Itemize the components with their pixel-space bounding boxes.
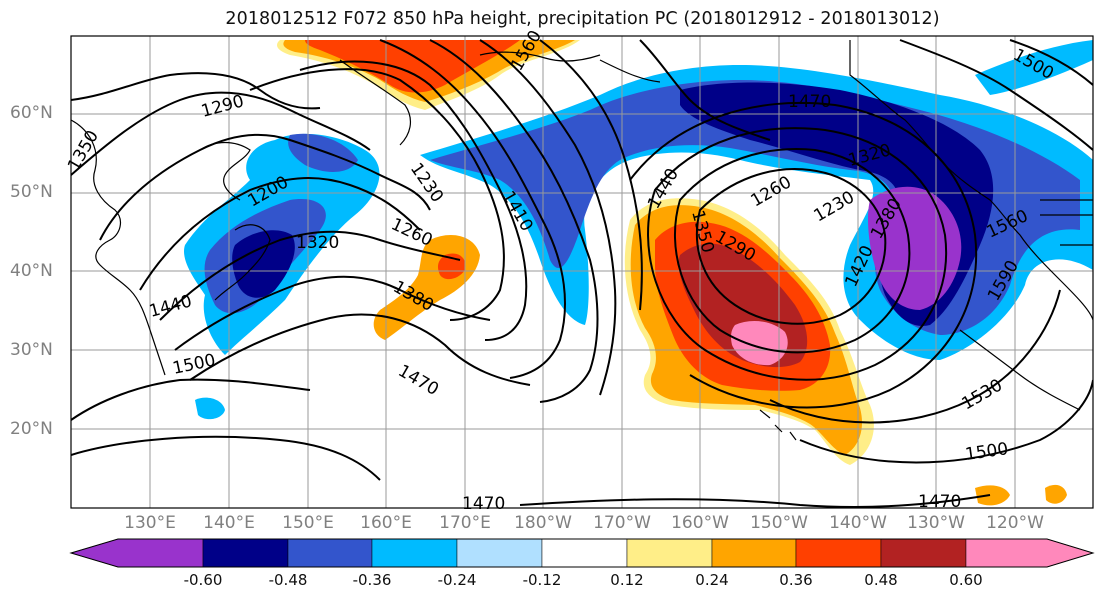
lon-label-120w: 120°W	[986, 513, 1044, 533]
colorbar-segment-5	[456, 538, 543, 568]
lon-label-150w: 150°W	[750, 513, 808, 533]
colorbar-tick-label: 0.48	[864, 571, 898, 589]
colorbar-segment-2	[202, 538, 289, 568]
colorbar-segment-3	[287, 538, 373, 568]
colorbar-segment-1	[70, 538, 204, 568]
colorbar-tick-label: -0.36	[352, 571, 392, 589]
lat-label-30n: 30°N	[10, 340, 53, 360]
lon-label-130w: 130°W	[907, 513, 965, 533]
lat-label-40n: 40°N	[10, 261, 53, 281]
lon-label-130e: 130°E	[124, 513, 176, 533]
colorbar-tick-label: 0.60	[949, 571, 983, 589]
lon-label-170w: 170°W	[593, 513, 651, 533]
lat-label-50n: 50°N	[10, 182, 53, 202]
colorbar-segment-6	[541, 538, 628, 568]
colorbar-segment-8	[711, 538, 797, 568]
colorbar-tick-label: 0.24	[695, 571, 729, 589]
lon-label-160w: 160°W	[671, 513, 729, 533]
colorbar-tick-label: -0.24	[437, 571, 477, 589]
lon-label-170e: 170°E	[439, 513, 491, 533]
colorbar-tick-label: 0.12	[610, 571, 644, 589]
lon-label-180w: 180°W	[514, 513, 572, 533]
colorbar-segment-7	[626, 538, 713, 568]
height-contours	[71, 39, 1093, 508]
colorbar-tick-label: -0.12	[522, 571, 562, 589]
lon-label-140w: 140°W	[829, 513, 887, 533]
colorbar-segment-4	[371, 538, 458, 568]
lat-label-60n: 60°N	[10, 103, 53, 123]
lon-label-150e: 150°E	[282, 513, 334, 533]
colorbar-segment-9	[795, 538, 882, 568]
lat-label-20n: 20°N	[10, 419, 53, 439]
colorbar-tick-label: -0.60	[183, 571, 223, 589]
colorbar	[69, 538, 1095, 568]
page-title: 2018012512 F072 850 hPa height, precipit…	[225, 9, 940, 29]
lon-label-140e: 140°E	[203, 513, 255, 533]
colorbar-tick-label: -0.48	[268, 571, 308, 589]
lon-label-160e: 160°E	[360, 513, 412, 533]
colorbar-segment-11	[965, 538, 1094, 568]
colorbar-outline	[69, 538, 1095, 568]
colorbar-tick-label: 0.36	[779, 571, 813, 589]
colorbar-segment-10	[880, 538, 967, 568]
map-frame	[70, 35, 1094, 509]
map-plot-area	[71, 36, 1093, 508]
coastlines	[71, 40, 1093, 441]
